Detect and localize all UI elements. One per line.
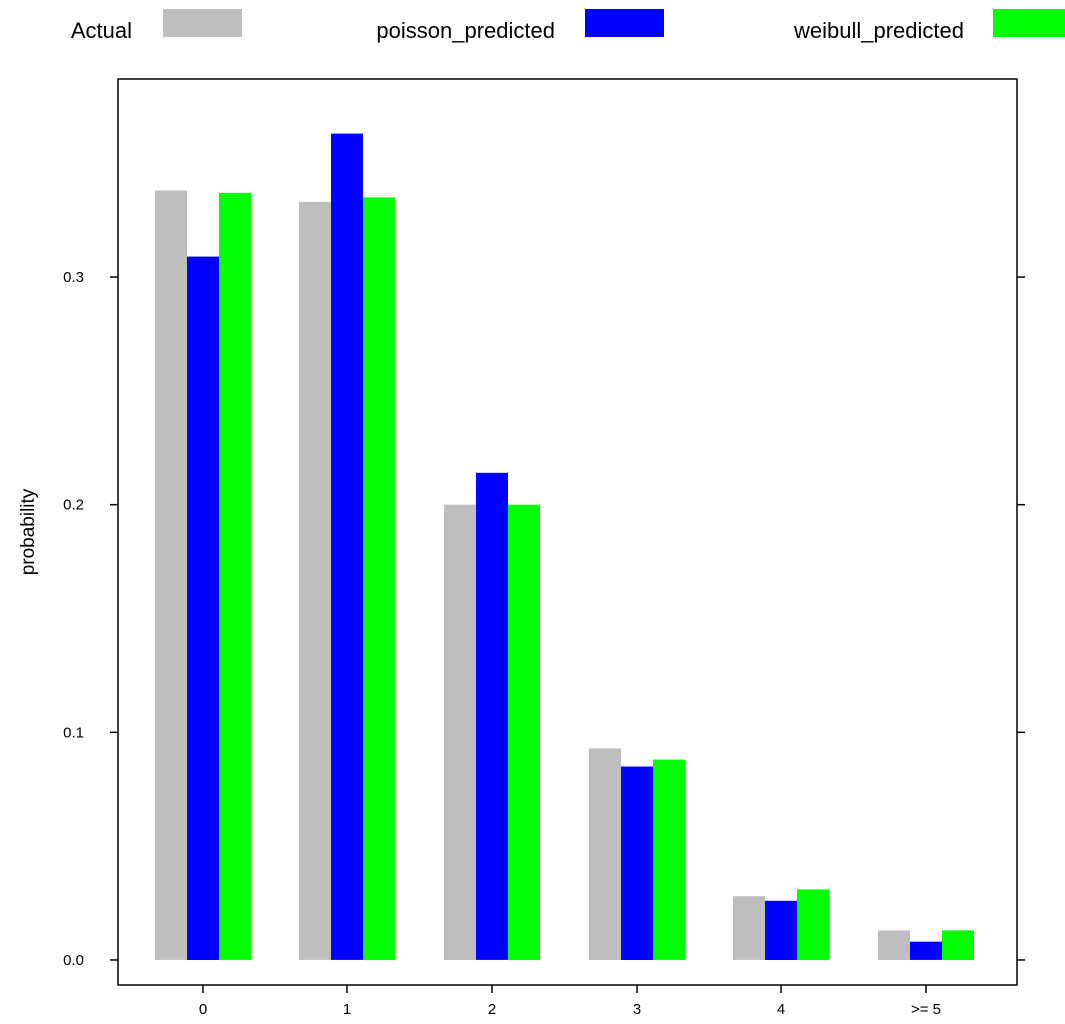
y-axis-title: probability	[18, 488, 39, 575]
bar-1-0	[187, 256, 219, 961]
plot-frame	[117, 78, 1018, 986]
bar-0-0	[155, 190, 187, 960]
legend-swatch-2	[993, 9, 1065, 37]
x-tick-label-1: 1	[343, 1001, 351, 1018]
y-tick-label-1: 0.1	[63, 724, 84, 741]
bar-0-3	[589, 748, 621, 960]
y-tick-label-0: 0.0	[63, 952, 84, 969]
bar-2-1	[363, 197, 395, 960]
bar-0-2	[444, 504, 476, 960]
y-tick-label-2: 0.2	[63, 497, 84, 514]
x-tick-label-0: 0	[199, 1001, 207, 1018]
bar-0-1	[299, 201, 331, 960]
legend: Actual poisson_predicted weibull_predicted	[71, 9, 1065, 43]
bar-2-5	[942, 930, 974, 960]
bar-2-0	[219, 192, 251, 960]
bar-1-2	[476, 472, 508, 960]
y-tick-label-3: 0.3	[63, 269, 84, 286]
legend-label-0: Actual	[71, 18, 132, 43]
x-tick-label-2: 2	[488, 1001, 496, 1018]
x-axis: 0 1 2 3 4 >= 5	[199, 985, 941, 1018]
legend-swatch-1	[585, 9, 664, 37]
bars	[155, 133, 974, 961]
bar-1-1	[331, 133, 363, 960]
bar-2-4	[797, 889, 829, 960]
legend-swatch-0	[163, 9, 242, 37]
x-tick-label-3: 3	[633, 1001, 641, 1018]
x-tick-label-4: 4	[777, 1001, 785, 1018]
legend-label-1: poisson_predicted	[376, 18, 555, 43]
bar-2-3	[653, 759, 685, 960]
bar-0-4	[733, 896, 765, 960]
x-tick-label-5: >= 5	[911, 1001, 941, 1018]
bar-1-3	[621, 766, 653, 960]
bar-2-2	[508, 504, 540, 960]
legend-label-2: weibull_predicted	[793, 18, 964, 43]
bar-0-5	[878, 930, 910, 960]
y-axis: 0.0 0.1 0.2 0.3	[63, 269, 1025, 969]
bar-1-4	[765, 900, 797, 960]
bar-1-5	[910, 941, 942, 960]
